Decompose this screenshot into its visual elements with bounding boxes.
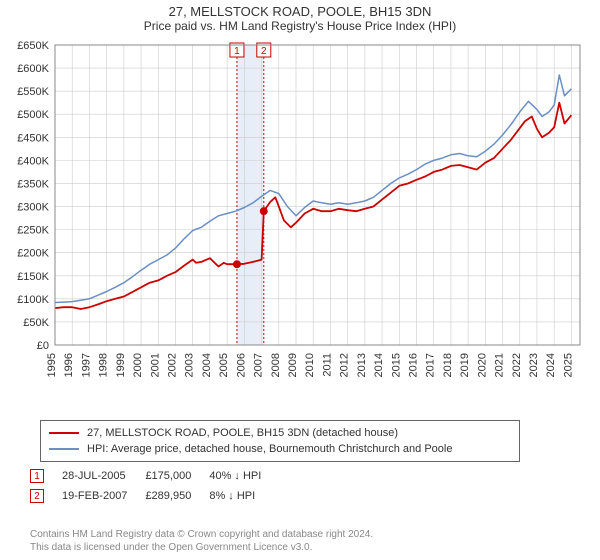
legend-swatch-blue <box>49 448 79 450</box>
sale-diff: 8% ↓ HPI <box>209 486 279 506</box>
legend-row: HPI: Average price, detached house, Bour… <box>49 441 511 457</box>
svg-text:2007: 2007 <box>253 353 265 377</box>
svg-text:1: 1 <box>234 46 240 57</box>
svg-text:£350K: £350K <box>17 178 49 190</box>
legend-label: HPI: Average price, detached house, Bour… <box>87 441 452 457</box>
svg-text:2009: 2009 <box>287 353 299 377</box>
chart-area: £0 £50K £100K £150K £200K £250K £300K £350K £400… <box>0 40 600 410</box>
svg-text:£650K: £650K <box>17 40 49 52</box>
sale-diff: 40% ↓ HPI <box>209 466 279 486</box>
svg-text:2017: 2017 <box>425 353 437 377</box>
svg-text:2011: 2011 <box>321 353 333 377</box>
svg-text:2005: 2005 <box>218 353 230 377</box>
svg-text:£150K: £150K <box>17 271 49 283</box>
svg-text:2020: 2020 <box>476 353 488 377</box>
svg-text:2012: 2012 <box>339 353 351 377</box>
page-root: 27, MELLSTOCK ROAD, POOLE, BH15 3DN Pric… <box>0 0 600 560</box>
sale-price: £175,000 <box>145 466 209 486</box>
sale-price: £289,950 <box>145 486 209 506</box>
legend-row: 27, MELLSTOCK ROAD, POOLE, BH15 3DN (det… <box>49 425 511 441</box>
svg-text:2014: 2014 <box>373 353 385 377</box>
title-line1: 27, MELLSTOCK ROAD, POOLE, BH15 3DN <box>0 4 600 19</box>
footer-attribution: Contains HM Land Registry data © Crown c… <box>30 528 373 554</box>
svg-text:£300K: £300K <box>17 202 49 214</box>
svg-text:2002: 2002 <box>166 353 178 377</box>
svg-text:2023: 2023 <box>528 353 540 377</box>
svg-text:1996: 1996 <box>63 353 75 377</box>
svg-text:£450K: £450K <box>17 132 49 144</box>
svg-text:2006: 2006 <box>235 353 247 377</box>
svg-text:1995: 1995 <box>46 353 58 377</box>
svg-text:1999: 1999 <box>115 353 127 377</box>
svg-text:2024: 2024 <box>545 353 557 377</box>
svg-text:2013: 2013 <box>356 353 368 377</box>
svg-text:1998: 1998 <box>98 353 110 377</box>
svg-text:2019: 2019 <box>459 353 471 377</box>
table-row: 1 28-JUL-2005 £175,000 40% ↓ HPI <box>30 466 279 486</box>
sale-index-box: 1 <box>30 469 44 483</box>
sale-date: 19-FEB-2007 <box>62 486 145 506</box>
svg-text:£200K: £200K <box>17 248 49 260</box>
svg-text:2018: 2018 <box>442 353 454 377</box>
svg-text:£250K: £250K <box>17 225 49 237</box>
svg-text:1997: 1997 <box>80 353 92 377</box>
svg-text:2025: 2025 <box>562 353 574 377</box>
svg-text:£600K: £600K <box>17 63 49 75</box>
svg-text:2008: 2008 <box>270 353 282 377</box>
svg-text:2016: 2016 <box>407 353 419 377</box>
svg-text:2021: 2021 <box>494 353 506 377</box>
svg-text:2004: 2004 <box>201 353 213 377</box>
legend-label: 27, MELLSTOCK ROAD, POOLE, BH15 3DN (det… <box>87 425 398 441</box>
svg-text:2015: 2015 <box>390 353 402 377</box>
svg-text:£0: £0 <box>37 340 49 352</box>
line-chart: £0 £50K £100K £150K £200K £250K £300K £350K £400… <box>0 40 600 410</box>
svg-text:2003: 2003 <box>184 353 196 377</box>
svg-text:2000: 2000 <box>132 353 144 377</box>
svg-text:2010: 2010 <box>304 353 316 377</box>
svg-text:2022: 2022 <box>511 353 523 377</box>
svg-text:2: 2 <box>261 46 267 57</box>
title-block: 27, MELLSTOCK ROAD, POOLE, BH15 3DN Pric… <box>0 0 600 33</box>
legend-swatch-red <box>49 432 79 434</box>
svg-text:£500K: £500K <box>17 109 49 121</box>
title-line2: Price paid vs. HM Land Registry's House … <box>0 19 600 33</box>
sale-date: 28-JUL-2005 <box>62 466 145 486</box>
svg-text:2001: 2001 <box>149 353 161 377</box>
svg-text:£100K: £100K <box>17 294 49 306</box>
footer-line: Contains HM Land Registry data © Crown c… <box>30 528 373 541</box>
svg-text:£550K: £550K <box>17 86 49 98</box>
table-row: 2 19-FEB-2007 £289,950 8% ↓ HPI <box>30 486 279 506</box>
legend: 27, MELLSTOCK ROAD, POOLE, BH15 3DN (det… <box>40 420 520 462</box>
footer-line: This data is licensed under the Open Gov… <box>30 541 373 554</box>
sales-table: 1 28-JUL-2005 £175,000 40% ↓ HPI 2 19-FE… <box>30 466 279 506</box>
svg-text:£400K: £400K <box>17 155 49 167</box>
svg-text:£50K: £50K <box>23 317 49 329</box>
sale-index-box: 2 <box>30 489 44 503</box>
